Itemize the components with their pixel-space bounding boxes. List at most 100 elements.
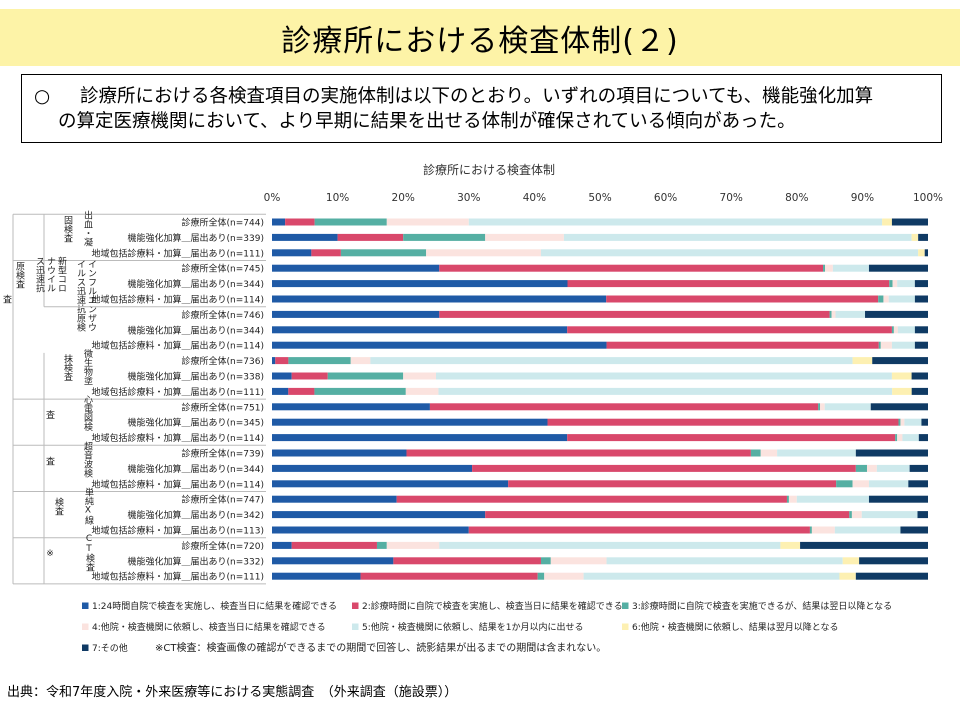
bar-segment xyxy=(876,464,910,472)
group-label: 出血・凝固検査 xyxy=(45,209,93,247)
bar-segment xyxy=(924,249,928,257)
bar-segment xyxy=(818,403,821,411)
bar-segment xyxy=(852,480,869,488)
source-note: 出典：令和7年度入院・外来医療等における実態調査 （外来調査（施設票）） xyxy=(7,685,458,700)
bar-segment xyxy=(904,418,922,426)
bar-segment xyxy=(272,480,509,488)
bar-segment xyxy=(439,541,781,549)
bar-segment xyxy=(895,434,898,442)
bar-segment xyxy=(878,341,881,349)
group-label-line: 抹検査 xyxy=(45,353,73,381)
legend-label: 3:診療時間に自院で検査を実施できるが、結果は翌日以降となる xyxy=(632,600,892,612)
bar-segment xyxy=(852,357,873,365)
bar-segment xyxy=(918,233,928,241)
bar-segment xyxy=(891,326,894,334)
legend-swatch xyxy=(352,623,359,630)
bar-segment xyxy=(426,249,541,257)
bar-segment xyxy=(396,495,787,503)
bar-segment xyxy=(855,572,928,580)
bar-segment xyxy=(911,233,919,241)
legend-swatch xyxy=(622,623,629,630)
bar-segment xyxy=(272,403,430,411)
bar-segment xyxy=(439,264,824,272)
group-label-line: 超音波検 xyxy=(56,440,93,478)
bar-segment xyxy=(897,280,915,288)
category-label: 診療所全体(n=720) xyxy=(182,540,264,552)
bar-segment xyxy=(272,233,338,241)
group-label-line: 心電図検 xyxy=(56,395,93,432)
bar-segment xyxy=(272,557,394,565)
bar-segment xyxy=(272,295,607,303)
bar-segment xyxy=(891,341,915,349)
bar-segment xyxy=(842,557,860,565)
bar-segment xyxy=(288,387,315,395)
bar-segment xyxy=(878,295,884,303)
bar-segment xyxy=(272,387,289,395)
bar-segment xyxy=(849,511,852,519)
bar-segment xyxy=(911,387,928,395)
category-label: 地域包括診療料・加算＿届出あり(n=114) xyxy=(92,340,264,352)
x-tick-label: 10% xyxy=(326,192,349,204)
bar-segment xyxy=(909,464,928,472)
group-label-line: インフルエンザウ xyxy=(24,260,97,332)
bar-segment xyxy=(311,249,341,257)
category-label: 地域包括診療料・加算＿届出あり(n=111) xyxy=(92,386,264,398)
bar-segment xyxy=(891,372,912,380)
bar-segment xyxy=(882,218,892,226)
bar-segment xyxy=(272,264,440,272)
bar-segment xyxy=(780,541,801,549)
bar-segment xyxy=(908,480,928,488)
bar-segment xyxy=(883,295,889,303)
summary-bullet: ○ xyxy=(34,86,51,107)
bar-segment xyxy=(350,357,371,365)
bar-segment xyxy=(921,418,928,426)
x-tick-label: 80% xyxy=(785,192,808,204)
bar-segment xyxy=(831,310,836,318)
bar-segment xyxy=(900,526,928,534)
bar-segment xyxy=(272,526,469,534)
category-label: 診療所全体(n=739) xyxy=(182,448,264,460)
bar-segment xyxy=(272,418,548,426)
bar-segment xyxy=(914,295,928,303)
category-label: 機能強化加算＿届出あり(n=342) xyxy=(128,509,264,521)
bar-segment xyxy=(796,495,869,503)
bar-segment xyxy=(544,572,584,580)
bar-segment xyxy=(872,357,928,365)
category-label: 診療所全体(n=736) xyxy=(182,355,264,367)
category-label: 診療所全体(n=747) xyxy=(182,494,264,506)
bar-segment xyxy=(800,541,928,549)
bar-segment xyxy=(272,326,568,334)
bar-segment xyxy=(606,341,879,349)
bar-segment xyxy=(485,511,850,519)
bar-segment xyxy=(272,464,473,472)
category-label: 機能強化加算＿届出あり(n=332) xyxy=(128,555,264,567)
bar-segment xyxy=(360,572,538,580)
bar-segment xyxy=(468,218,883,226)
bar-segment xyxy=(788,495,797,503)
bar-segment xyxy=(272,434,568,442)
bar-segment xyxy=(386,218,469,226)
bar-segment xyxy=(340,249,427,257)
category-label: 地域包括診療料・加算＿届出あり(n=113) xyxy=(92,525,264,537)
bar-segment xyxy=(866,464,877,472)
group-label: 心電図検査 xyxy=(45,395,93,432)
bar-segment xyxy=(472,464,856,472)
category-label: 診療所全体(n=746) xyxy=(182,309,264,321)
bar-segment xyxy=(436,372,892,380)
bar-segment xyxy=(825,264,833,272)
bar-segment xyxy=(485,233,564,241)
bar-segment xyxy=(861,511,918,519)
legend-label: 5:他院・検査機関に依頼し、結果を1か月以内に出せる xyxy=(362,621,584,633)
bar-segment xyxy=(291,541,377,549)
bar-segment xyxy=(272,511,486,519)
bar-segment xyxy=(272,541,292,549)
bar-segment xyxy=(897,326,915,334)
bar-segment xyxy=(468,526,810,534)
bar-segment xyxy=(898,418,901,426)
bar-segment xyxy=(429,403,819,411)
group-label-line: 査 xyxy=(2,294,12,305)
legend-label: 1:24時間自院で検査を実施し、検査当日に結果を確認できる xyxy=(92,600,337,612)
bar-segment xyxy=(567,280,890,288)
bar-segment xyxy=(337,233,404,241)
bar-segment xyxy=(376,541,387,549)
